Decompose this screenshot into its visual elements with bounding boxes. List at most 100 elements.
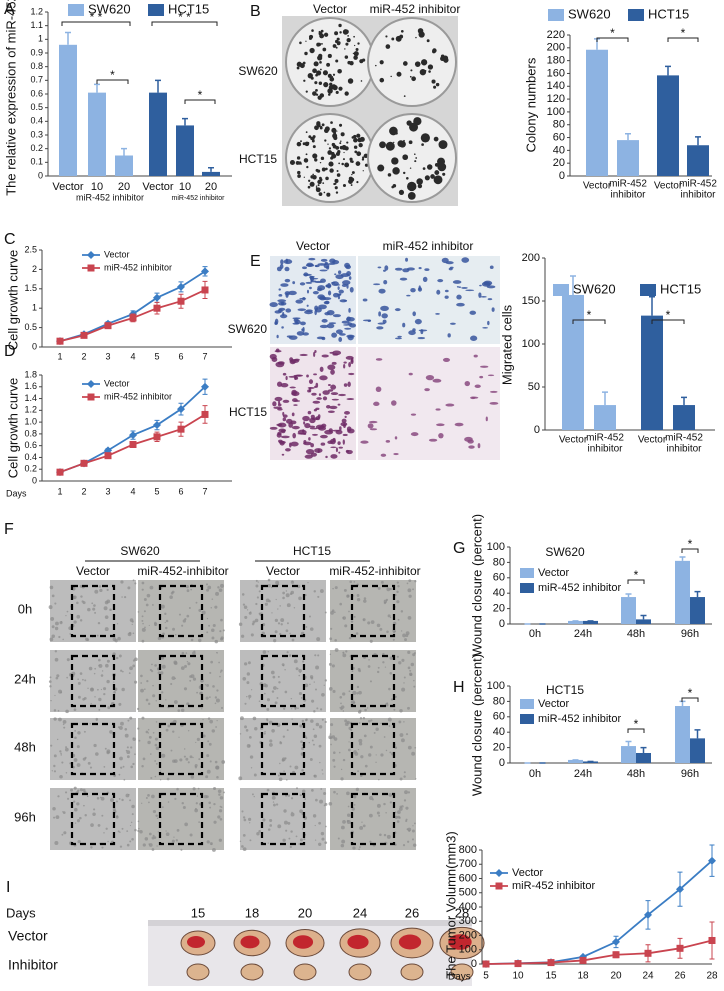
bar — [594, 405, 616, 430]
marker — [676, 885, 684, 894]
texture — [285, 629, 289, 633]
tumor-core — [292, 935, 314, 949]
texture — [100, 674, 104, 677]
cell — [384, 265, 389, 271]
texture — [387, 614, 391, 618]
texture — [190, 638, 194, 642]
texture — [216, 719, 218, 722]
colony — [327, 88, 333, 94]
texture — [172, 759, 176, 763]
cell — [312, 290, 319, 295]
texture — [272, 675, 276, 679]
texture — [284, 690, 288, 694]
cell — [418, 285, 421, 291]
texture — [348, 636, 352, 640]
texture — [52, 806, 56, 811]
texture — [393, 708, 396, 711]
y-tick-label: 0 — [534, 424, 540, 436]
texture — [144, 626, 146, 629]
x-tick-label: 6 — [178, 351, 183, 361]
cell — [394, 267, 403, 271]
cell — [289, 442, 292, 448]
cell — [295, 321, 299, 324]
x-tick-label: 7 — [202, 486, 207, 496]
cell — [288, 335, 298, 340]
texture — [249, 822, 251, 824]
colony — [409, 75, 412, 78]
cell — [441, 257, 449, 264]
texture — [171, 676, 176, 681]
texture — [353, 750, 357, 754]
texture — [81, 600, 84, 603]
cell — [295, 299, 304, 304]
texture — [186, 614, 190, 618]
y-tick-label: 300 — [459, 915, 477, 927]
colony — [350, 184, 353, 186]
texture — [356, 594, 360, 597]
texture — [218, 588, 223, 593]
x-tick-label: 6 — [178, 486, 183, 496]
x-tick-label: 20 — [205, 181, 217, 193]
texture — [350, 728, 353, 731]
texture — [183, 748, 186, 750]
texture — [60, 754, 63, 756]
texture — [61, 833, 64, 836]
texture — [367, 621, 371, 625]
colony — [297, 170, 301, 175]
texture — [323, 791, 327, 796]
texture — [50, 616, 55, 621]
texture — [165, 626, 168, 630]
y-tick-label: 400 — [459, 901, 477, 913]
texture — [290, 830, 293, 833]
cell — [276, 381, 283, 387]
texture — [319, 589, 324, 593]
texture — [89, 687, 94, 692]
row-label: 0h — [18, 601, 32, 616]
texture — [210, 606, 213, 609]
texture — [295, 835, 298, 838]
texture — [126, 830, 129, 833]
texture — [324, 611, 327, 614]
texture — [396, 581, 399, 584]
texture — [346, 791, 350, 796]
wound-frame — [158, 654, 204, 708]
texture — [411, 838, 415, 841]
colony — [344, 146, 349, 151]
texture — [342, 758, 346, 762]
colony — [305, 131, 308, 134]
marker — [579, 956, 587, 964]
cell — [280, 382, 289, 388]
texture — [369, 680, 373, 683]
cell — [346, 398, 355, 401]
panel-letter: G — [453, 540, 465, 557]
wound-frame — [158, 584, 204, 638]
texture — [106, 659, 110, 663]
texture — [223, 791, 225, 794]
texture — [322, 773, 324, 775]
cell — [282, 399, 290, 403]
panel-letter: B — [250, 3, 261, 20]
texture — [401, 658, 405, 662]
x-tick-label: 5 — [483, 971, 489, 982]
colony — [318, 81, 323, 85]
texture — [348, 741, 350, 743]
wound-frame — [70, 792, 116, 846]
texture — [62, 719, 67, 724]
texture — [56, 674, 60, 678]
colony — [420, 59, 428, 66]
cell — [274, 396, 283, 402]
texture — [302, 660, 305, 663]
texture — [405, 806, 409, 810]
texture — [300, 740, 303, 743]
cell — [302, 429, 305, 433]
texture — [319, 708, 323, 711]
texture — [255, 584, 259, 588]
texture — [76, 819, 81, 823]
colony — [364, 163, 369, 167]
texture — [314, 839, 317, 841]
y-tick-label: 1.2 — [24, 405, 37, 415]
texture — [177, 709, 181, 712]
x-tick-label: 24 — [642, 971, 654, 982]
cell — [290, 359, 300, 364]
cell — [280, 283, 289, 287]
